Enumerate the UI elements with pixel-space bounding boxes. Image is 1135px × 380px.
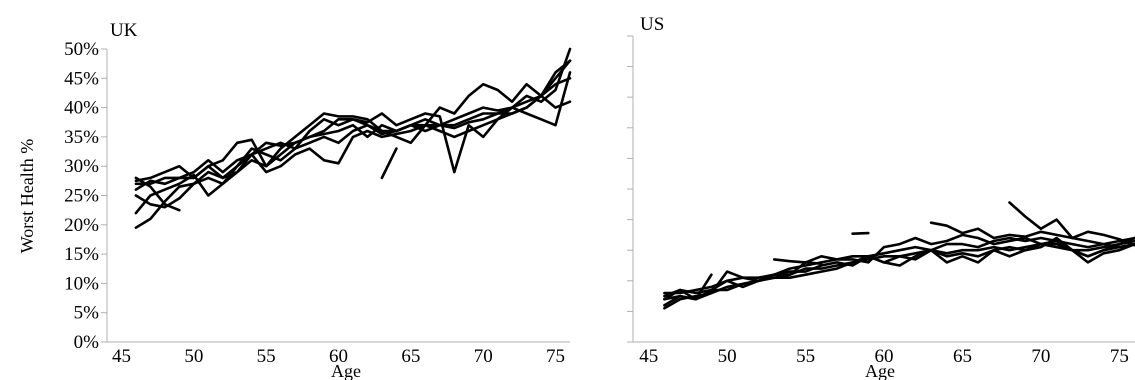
x-tick-label-us: 45 [639, 346, 658, 367]
series-line-uk-2 [134, 47, 572, 215]
x-tick-label-uk: 75 [546, 346, 565, 367]
y-tick-label-uk: 20% [64, 215, 99, 236]
series-line-us-5 [663, 236, 1135, 298]
chart-panel-uk: UK Worst Health % Age 0% 5% 10% 15% 20% 25% 30… [17, 20, 572, 380]
series-line-uk-1 [134, 77, 572, 229]
x-tick-label-uk: 45 [112, 346, 131, 367]
series-line-us-1 [663, 236, 1135, 310]
series-line-uk-6 [134, 59, 572, 191]
series-group-uk [134, 47, 572, 229]
series-line-uk-5 [134, 59, 572, 186]
series-line-uk-7 [134, 176, 181, 212]
y-tick-label-uk: 50% [64, 39, 99, 60]
chart-title-us: US [640, 14, 664, 35]
y-tick-label-uk: 0% [74, 332, 100, 353]
x-tick-label-us: 70 [1031, 346, 1050, 367]
x-tick-label-us: 75 [1110, 346, 1129, 367]
series-line-us-4 [663, 233, 1135, 307]
series-line-uk-8 [380, 147, 398, 180]
x-axis-title-uk: Age [331, 361, 361, 380]
series-line-us-9 [929, 221, 1135, 249]
x-tick-label-uk: 65 [401, 346, 420, 367]
series-line-us-2 [663, 242, 1135, 301]
series-group-us [663, 201, 1135, 310]
series-line-us-6 [663, 273, 713, 301]
x-tick-label-uk: 55 [257, 346, 276, 367]
y-axis-title-uk: Worst Health % [17, 139, 37, 254]
x-tick-label-us: 50 [718, 346, 737, 367]
series-line-us-8 [851, 231, 870, 235]
y-tick-label-uk: 40% [64, 98, 99, 119]
x-tick-label-us: 60 [875, 346, 894, 367]
series-line-us-7 [772, 258, 823, 266]
series-line-us-10 [1008, 201, 1135, 247]
x-tick-label-uk: 70 [474, 346, 493, 367]
x-tick-label-us: 55 [796, 346, 815, 367]
x-tick-label-uk: 50 [184, 346, 203, 367]
chart-title-uk: UK [110, 20, 138, 41]
y-tick-label-uk: 25% [64, 186, 99, 207]
y-tick-label-uk: 10% [64, 273, 99, 294]
y-tick-label-uk: 5% [74, 303, 100, 324]
y-tick-label-uk: 30% [64, 156, 99, 177]
axes-us: 45 50 55 60 65 70 75 [627, 35, 1135, 367]
axes-uk: 0% 5% 10% 15% 20% 25% 30% 35% 40% 45% 50% 45 50 55 60 6… [64, 39, 570, 367]
x-axis-title-us: Age [865, 361, 895, 380]
y-tick-label-uk: 15% [64, 244, 99, 265]
chart-panel-us: US Age 45 50 55 60 65 70 75 [627, 14, 1135, 380]
y-tick-label-uk: 35% [64, 127, 99, 148]
x-tick-label-us: 65 [953, 346, 972, 367]
x-tick-label-uk: 60 [329, 346, 348, 367]
y-tick-label-uk: 45% [64, 68, 99, 89]
